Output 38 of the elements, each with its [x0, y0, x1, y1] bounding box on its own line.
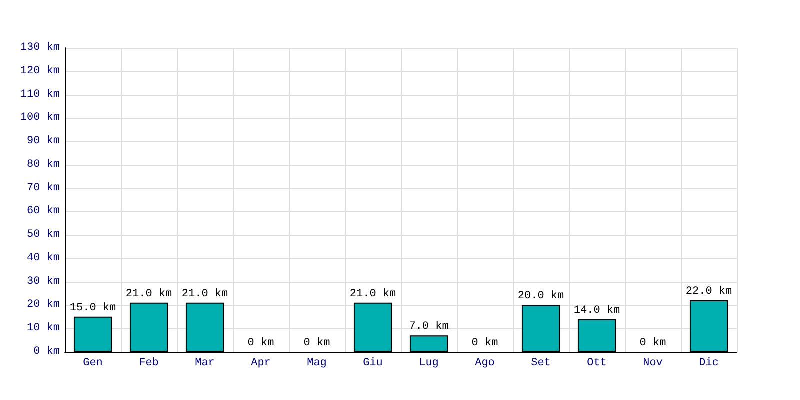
x-tick-label: Mar — [195, 358, 215, 370]
x-tick-label: Feb — [139, 358, 159, 370]
data-label: 7.0 km — [409, 321, 450, 334]
x-tick-label: Mag — [307, 358, 327, 370]
y-tick-label: 0 km — [34, 346, 60, 358]
y-tick-label: 80 km — [26, 158, 60, 171]
y-tick-label: 20 km — [26, 299, 60, 312]
data-label: 0 km — [304, 338, 331, 350]
data-label: 0 km — [640, 338, 667, 350]
data-label: 20.0 km — [518, 290, 564, 303]
y-tick-label: 100 km — [20, 112, 60, 124]
data-label: 0 km — [248, 338, 275, 350]
y-tick-label: 130 km — [20, 42, 60, 54]
y-tick-label: 50 km — [26, 229, 60, 242]
data-label: 14.0 km — [574, 304, 620, 317]
y-tick-label: 70 km — [26, 182, 60, 194]
y-tick-label: 60 km — [26, 206, 60, 218]
y-tick-label: 10 km — [26, 322, 60, 335]
x-tick-label: Ott — [587, 358, 607, 370]
y-tick-label: 110 km — [20, 88, 60, 101]
data-label: 15.0 km — [70, 302, 116, 314]
data-label: 21.0 km — [126, 288, 172, 300]
x-tick-label: Dic — [699, 358, 719, 370]
x-tick-label: Ago — [475, 358, 495, 370]
x-tick-label: Set — [531, 358, 551, 370]
data-label: 21.0 km — [182, 288, 228, 300]
y-tick-label: 90 km — [26, 136, 60, 148]
y-tick-label: 30 km — [26, 276, 60, 288]
y-tick-label: 40 km — [26, 252, 60, 264]
x-tick-label: Nov — [643, 358, 664, 370]
x-tick-label: Giu — [363, 358, 383, 370]
data-label: 0 km — [472, 338, 499, 350]
x-tick-label: Lug — [419, 358, 439, 370]
data-label: 21.0 km — [350, 288, 396, 300]
x-tick-label: Gen — [83, 358, 103, 370]
data-label: 22.0 km — [686, 286, 732, 298]
x-tick-label: Apr — [251, 358, 271, 370]
y-tick-label: 120 km — [20, 65, 60, 78]
